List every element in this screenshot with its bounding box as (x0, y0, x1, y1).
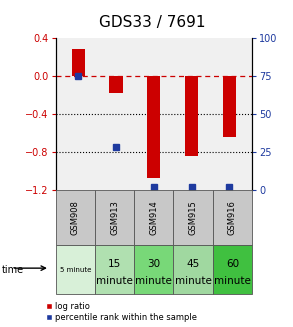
Bar (134, 190, 173, 245)
Text: 45: 45 (186, 259, 200, 269)
Text: minute: minute (175, 276, 212, 285)
Text: GSM916: GSM916 (228, 200, 237, 235)
Text: GSM908: GSM908 (71, 200, 80, 235)
Bar (173, 245, 213, 294)
Bar (56, 245, 95, 294)
Bar (173, 190, 213, 245)
Text: 5 minute: 5 minute (59, 267, 91, 273)
Text: GSM915: GSM915 (189, 200, 197, 235)
Legend: log ratio, percentile rank within the sample: log ratio, percentile rank within the sa… (45, 302, 197, 322)
Bar (213, 245, 252, 294)
Bar (110, 76, 123, 93)
Text: 60: 60 (226, 259, 239, 269)
Text: minute: minute (135, 276, 172, 285)
Bar (213, 190, 252, 245)
Bar (223, 76, 236, 137)
Text: minute: minute (214, 276, 251, 285)
Text: 15: 15 (108, 259, 121, 269)
Bar (95, 190, 134, 245)
Text: GDS33 / 7691: GDS33 / 7691 (99, 15, 206, 30)
Text: minute: minute (96, 276, 133, 285)
Bar (147, 76, 161, 178)
Bar (56, 190, 95, 245)
Bar (134, 245, 173, 294)
Bar (72, 49, 85, 76)
Text: 30: 30 (147, 259, 160, 269)
Bar (185, 76, 198, 156)
Text: GSM913: GSM913 (110, 200, 119, 235)
Text: GSM914: GSM914 (149, 200, 158, 235)
Bar (95, 245, 134, 294)
Text: time: time (1, 265, 24, 275)
